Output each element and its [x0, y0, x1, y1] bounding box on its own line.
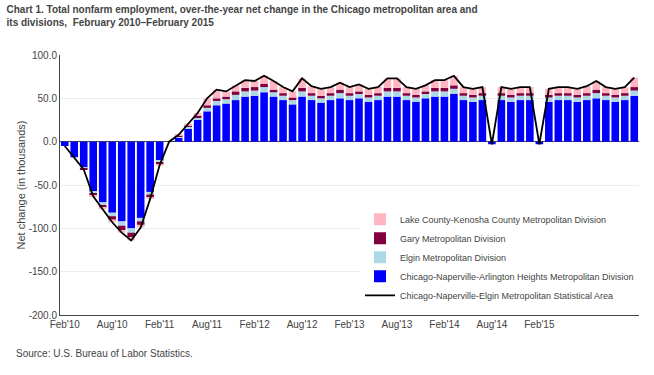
svg-text:50.0: 50.0 [38, 93, 58, 104]
svg-text:-50.0: -50.0 [34, 180, 57, 191]
svg-text:Chart 1. Total nonfarm employm: Chart 1. Total nonfarm employment, over-… [7, 4, 478, 28]
svg-text:-100.0: -100.0 [29, 223, 58, 234]
svg-text:-150.0: -150.0 [29, 266, 58, 277]
svg-text:Chicago-Naperville-Arlington H: Chicago-Naperville-Arlington Heights Met… [400, 272, 634, 282]
svg-text:Aug'13: Aug'13 [382, 319, 413, 330]
svg-text:Feb'11: Feb'11 [145, 319, 175, 330]
svg-text:Net change (in thousands): Net change (in thousands) [15, 120, 27, 249]
svg-text:Lake County-Kenosha County Met: Lake County-Kenosha County Metropolitan … [400, 215, 606, 225]
svg-text:Aug'11: Aug'11 [192, 319, 223, 330]
svg-text:Feb'13: Feb'13 [334, 319, 365, 330]
svg-text:Feb'15: Feb'15 [524, 319, 555, 330]
svg-text:0.0: 0.0 [43, 136, 57, 147]
svg-text:Source: U.S. Bureau of Labor S: Source: U.S. Bureau of Labor Statistics. [16, 348, 193, 359]
svg-text:Elgin Metropolitan Division: Elgin Metropolitan Division [400, 253, 506, 263]
svg-text:Aug'10: Aug'10 [97, 319, 128, 330]
svg-text:Chicago-Naperville-Elgin Metro: Chicago-Naperville-Elgin Metropolitan St… [400, 291, 613, 301]
svg-text:Gary Metropolitan Division: Gary Metropolitan Division [400, 234, 506, 244]
svg-text:Feb'14: Feb'14 [429, 319, 460, 330]
svg-text:-200.0: -200.0 [29, 310, 58, 321]
svg-text:100.0: 100.0 [32, 50, 57, 61]
svg-text:Feb'12: Feb'12 [239, 319, 270, 330]
svg-text:Feb'10: Feb'10 [50, 319, 81, 330]
svg-text:Aug'12: Aug'12 [287, 319, 318, 330]
svg-text:Aug'14: Aug'14 [476, 319, 507, 330]
